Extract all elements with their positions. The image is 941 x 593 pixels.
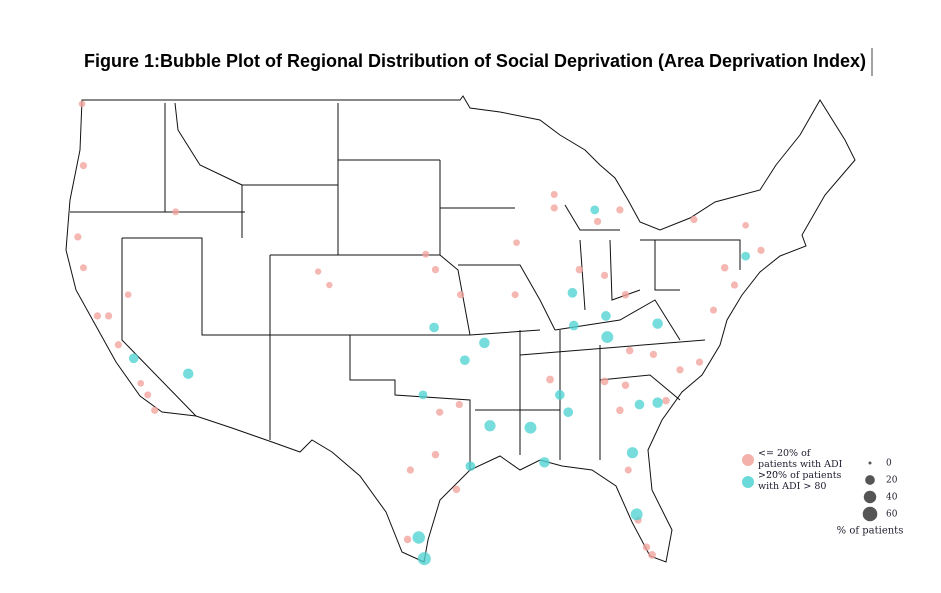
bubble bbox=[459, 355, 470, 366]
bubble bbox=[630, 508, 643, 521]
bubble bbox=[546, 375, 554, 384]
bubble bbox=[720, 263, 729, 272]
bubble bbox=[550, 191, 558, 198]
bubble bbox=[568, 320, 579, 331]
bubble bbox=[511, 291, 519, 299]
bubble bbox=[74, 233, 82, 241]
legend-label: >20% of patients with ADI > 80 bbox=[758, 470, 842, 492]
size-legend-label: 60 bbox=[886, 510, 898, 520]
bubble bbox=[484, 420, 496, 432]
country-outline bbox=[65, 95, 856, 563]
bubble bbox=[524, 421, 537, 434]
legend-label-box: >20% of patients with ADI > 80 bbox=[758, 470, 842, 492]
bubble bbox=[624, 466, 632, 474]
bubble bbox=[422, 250, 430, 258]
us-map bbox=[65, 95, 856, 563]
bubble bbox=[79, 264, 87, 272]
legend-swatch bbox=[742, 476, 754, 488]
bubble bbox=[642, 543, 651, 551]
bubble bbox=[621, 290, 630, 299]
bubble bbox=[79, 161, 88, 170]
bubble bbox=[600, 271, 609, 280]
bubble bbox=[104, 312, 113, 320]
bubble bbox=[452, 485, 461, 494]
size-legend-label: 0 bbox=[886, 459, 892, 469]
size-legend-circle bbox=[862, 506, 878, 522]
legend-label: <= 20% of patients with ADI >80 bbox=[758, 448, 843, 474]
bubble bbox=[137, 379, 145, 387]
bubble bbox=[690, 215, 698, 224]
bubble bbox=[124, 291, 132, 299]
bubble bbox=[431, 266, 440, 274]
bubble bbox=[93, 312, 102, 320]
bubble bbox=[567, 287, 578, 298]
bubble bbox=[144, 391, 152, 399]
bubble bbox=[590, 205, 600, 215]
bubble bbox=[695, 358, 704, 366]
bubble bbox=[676, 366, 684, 374]
size-legend-circle bbox=[868, 461, 872, 465]
bubble bbox=[600, 377, 609, 386]
bubble bbox=[479, 337, 490, 349]
bubble bbox=[417, 552, 431, 566]
bubble bbox=[406, 466, 414, 474]
bubble bbox=[314, 268, 322, 275]
size-legend-label: 40 bbox=[886, 493, 898, 503]
bubble bbox=[625, 346, 634, 355]
bubble bbox=[114, 341, 122, 349]
bubble bbox=[621, 381, 630, 390]
bubble bbox=[418, 390, 428, 400]
bubble bbox=[78, 100, 86, 108]
bubble bbox=[554, 390, 565, 400]
bubble bbox=[457, 291, 465, 299]
bubble bbox=[593, 217, 602, 226]
bubble bbox=[550, 204, 558, 212]
bubble bbox=[403, 535, 412, 544]
size-legend-circle bbox=[863, 490, 877, 504]
bubble bbox=[412, 531, 425, 544]
legend-swatch bbox=[742, 454, 754, 466]
bubble bbox=[634, 399, 645, 410]
size-legend-circle bbox=[865, 475, 875, 485]
bubble bbox=[563, 407, 574, 418]
bubble bbox=[513, 239, 520, 246]
bubble bbox=[465, 461, 476, 472]
bubble bbox=[172, 208, 180, 216]
bubbles bbox=[74, 100, 765, 566]
bubble bbox=[429, 322, 439, 333]
bubble bbox=[652, 318, 663, 329]
bubble bbox=[539, 457, 550, 468]
bubble bbox=[326, 281, 333, 289]
legend-label-box: <= 20% of patients with ADI >80 bbox=[758, 448, 843, 474]
bubble bbox=[730, 281, 739, 289]
size-legend-label: 20 bbox=[886, 476, 898, 486]
bubble bbox=[616, 206, 624, 214]
bubble bbox=[182, 368, 194, 379]
bubble bbox=[151, 406, 159, 414]
bubble bbox=[757, 246, 765, 254]
bubble bbox=[616, 406, 624, 415]
bubble bbox=[652, 397, 663, 408]
bubble bbox=[626, 447, 639, 459]
bubble bbox=[648, 550, 656, 559]
state-borders bbox=[70, 102, 741, 470]
bubble bbox=[601, 311, 611, 321]
bubble bbox=[575, 265, 584, 274]
size-legend-title: % of patients bbox=[837, 526, 904, 537]
bubble bbox=[662, 396, 670, 405]
bubble bbox=[436, 408, 444, 416]
bubble bbox=[431, 450, 440, 459]
legend: <= 20% of patients with ADI >80>20% of p… bbox=[742, 448, 903, 537]
bubble bbox=[128, 353, 139, 364]
bubble bbox=[455, 400, 463, 409]
bubble bbox=[741, 251, 751, 261]
bubble bbox=[649, 350, 658, 359]
figure-title: Figure 1:Bubble Plot of Regional Distrib… bbox=[84, 51, 866, 71]
bubble bbox=[742, 221, 749, 229]
bubble bbox=[601, 331, 614, 344]
bubble bbox=[710, 306, 717, 314]
